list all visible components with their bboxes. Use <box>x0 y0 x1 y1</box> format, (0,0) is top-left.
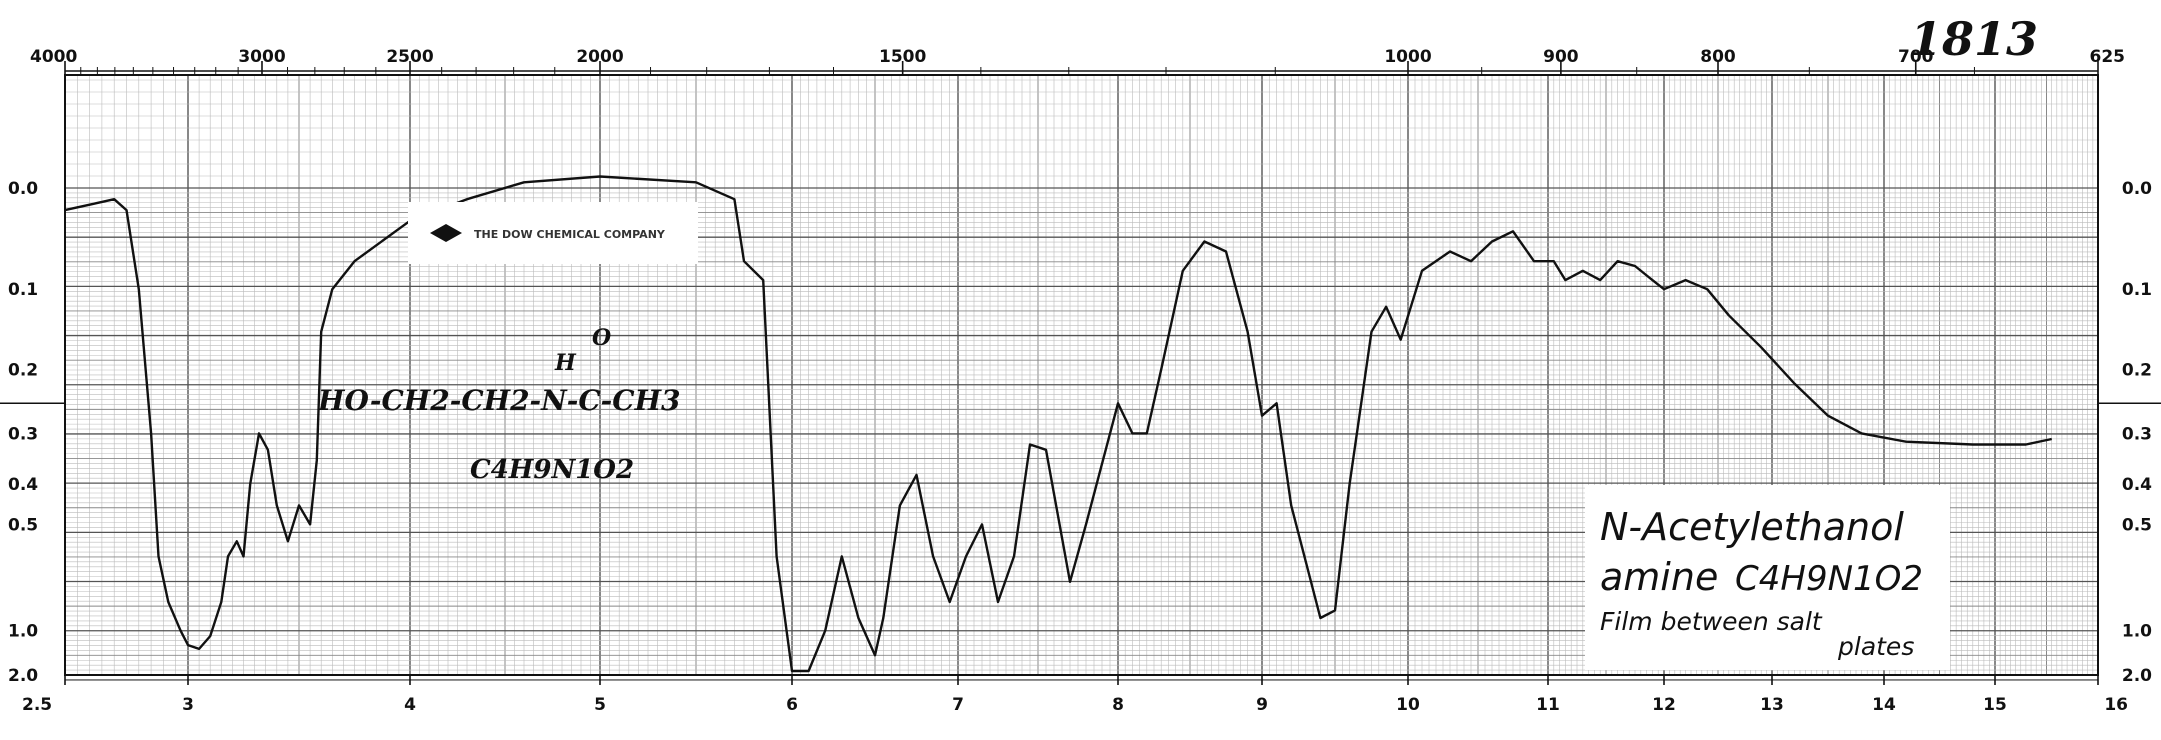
y-tick-label-left: 0.1 <box>8 280 38 300</box>
y-tick-label-right: 0.1 <box>2122 280 2152 300</box>
top-tick-label: 800 <box>1700 47 1736 67</box>
structure-formula-text: HO-CH2-CH2-N-C-CH3 <box>317 384 681 417</box>
y-tick-label-left: 0.3 <box>8 424 38 444</box>
top-tick-label: 2000 <box>576 47 623 67</box>
y-tick-label-right: 0.2 <box>2122 361 2152 381</box>
compound-label-box: N-Acetylethanol amine C4H9N1O2 Film betw… <box>1585 485 1950 670</box>
structure-formula: HO-CH2-CH2-N-C-CH3 H O C4H9N1O2 <box>317 325 681 485</box>
top-tick-label: 1000 <box>1384 47 1431 67</box>
bottom-tick-label: 15 <box>1983 695 2007 715</box>
y-axis: 0.0 0.0 0.1 0.1 0.2 0.2 0.3 0.3 0.4 0.4 0.5 0.5 1.0 1… <box>0 179 2161 686</box>
y-tick-label-left: 0.0 <box>8 179 38 199</box>
sample-prep-line1: Film between salt <box>1600 607 1823 636</box>
top-tick-label: 3000 <box>238 47 285 67</box>
top-axis: 4000 3000 2500 2000 1500 1000 900 800 700 625 <box>30 47 2125 75</box>
y-tick-label-left: 0.5 <box>8 515 38 535</box>
top-tick-label: 2500 <box>386 47 433 67</box>
sample-prep-line2: plates <box>1837 632 1914 661</box>
bottom-tick-label: 3 <box>182 695 194 715</box>
compound-name-line2: amine <box>1600 555 1718 599</box>
y-tick-label-right: 0.0 <box>2122 179 2152 199</box>
bottom-tick-label: 14 <box>1872 695 1896 715</box>
bottom-tick-label: 16 <box>2104 695 2128 715</box>
bottom-tick-label: 9 <box>1256 695 1268 715</box>
bottom-tick-label: 7 <box>952 695 964 715</box>
y-tick-label-left: 0.2 <box>8 361 38 381</box>
y-tick-label-right: 0.4 <box>2122 475 2152 495</box>
spectrum-number: 1813 <box>1910 12 2038 66</box>
bottom-tick-label: 11 <box>1536 695 1560 715</box>
plot-frame <box>64 74 2099 676</box>
company-logo-text: THE DOW CHEMICAL COMPANY <box>474 228 666 241</box>
top-tick-label: 625 <box>2090 47 2126 67</box>
y-tick-label-right: 1.0 <box>2122 622 2152 642</box>
bottom-tick-label: 12 <box>1652 695 1676 715</box>
top-tick-label: 900 <box>1543 47 1579 67</box>
y-tick-label-right: 0.5 <box>2122 515 2152 535</box>
spectrum-line <box>64 175 2052 673</box>
bottom-tick-label: 8 <box>1112 695 1124 715</box>
compound-name-formula: C4H9N1O2 <box>1735 559 1923 599</box>
structure-h-label: H <box>554 350 577 376</box>
top-tick-label: 1500 <box>879 47 926 67</box>
logo-diamond-icon <box>430 224 462 242</box>
bottom-tick-label: 10 <box>1396 695 1420 715</box>
y-tick-label-left: 2.0 <box>8 666 38 686</box>
compound-name-line1: N-Acetylethanol <box>1600 505 1904 549</box>
top-tick-label: 4000 <box>30 47 77 67</box>
molecular-formula-text: C4H9N1O2 <box>470 455 634 485</box>
bottom-tick-label: 13 <box>1760 695 1784 715</box>
bottom-tick-label: 5 <box>594 695 606 715</box>
structure-o-label: O <box>592 325 611 351</box>
bottom-tick-label: 2.5 <box>22 695 52 715</box>
y-tick-label-right: 0.3 <box>2122 424 2152 444</box>
y-tick-label-left: 1.0 <box>8 622 38 642</box>
company-logo: THE DOW CHEMICAL COMPANY <box>408 202 698 264</box>
top-tick-label: 700 <box>1898 47 1934 67</box>
y-tick-label-left: 0.4 <box>8 475 38 495</box>
bottom-axis: 2.5 3 4 5 6 7 8 9 10 11 12 13 14 15 16 <box>22 675 2128 715</box>
bottom-tick-label: 6 <box>786 695 798 715</box>
y-tick-label-right: 2.0 <box>2122 666 2152 686</box>
bottom-tick-label: 4 <box>404 695 416 715</box>
